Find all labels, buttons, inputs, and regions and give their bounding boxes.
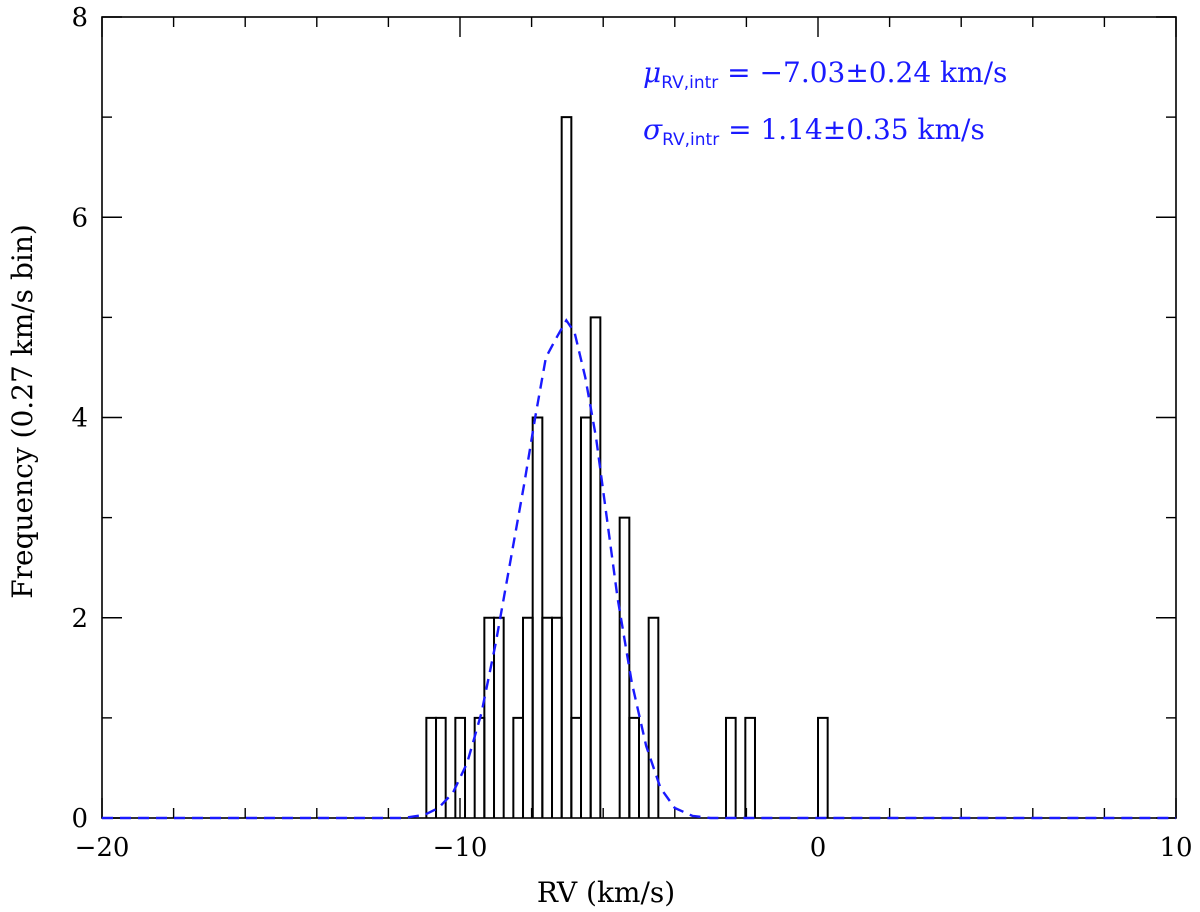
histogram-bar xyxy=(724,716,737,818)
histogram-bar xyxy=(628,716,640,818)
histogram-bar xyxy=(483,616,496,818)
y-tick-label: 8 xyxy=(71,3,88,33)
histogram-bar xyxy=(493,616,505,818)
histogram-bar xyxy=(817,716,829,818)
x-tick-label: 0 xyxy=(810,833,827,863)
histogram-bar xyxy=(618,516,631,818)
histogram-bar xyxy=(551,616,563,818)
y-tick-label: 6 xyxy=(71,203,88,233)
annotation-subscript: RV,intr xyxy=(661,73,718,93)
histogram-bar xyxy=(647,616,660,818)
fit-annotation: μRV,intr = −7.03±0.24 km/s xyxy=(643,56,1007,93)
y-tick-label: 2 xyxy=(71,604,88,634)
histogram-bar xyxy=(522,616,534,818)
histogram-bar xyxy=(425,716,438,818)
annotation-subscript: RV,intr xyxy=(662,130,719,150)
x-axis-title: RV (km/s) xyxy=(537,876,675,909)
annotation-symbol: σ xyxy=(643,113,663,146)
histogram-bar xyxy=(531,416,544,818)
annotation-value: = −7.03±0.24 km/s xyxy=(718,56,1007,89)
annotation-symbol: μ xyxy=(643,56,661,89)
histogram-bar xyxy=(541,616,554,818)
x-tick-label: −10 xyxy=(433,833,488,863)
histogram-bar xyxy=(589,316,602,818)
x-tick-label: −20 xyxy=(75,833,130,863)
fit-annotation: σRV,intr = 1.14±0.35 km/s xyxy=(643,113,985,150)
histogram-bar xyxy=(512,716,525,818)
y-tick-label: 4 xyxy=(71,404,88,434)
histogram-bar xyxy=(560,116,573,818)
annotation-value: = 1.14±0.35 km/s xyxy=(719,113,985,146)
histogram-bar xyxy=(580,416,592,818)
gaussian-fit-line xyxy=(102,318,1176,820)
histogram-bar xyxy=(744,716,756,818)
x-tick-label: 10 xyxy=(1159,833,1192,863)
plot-frame xyxy=(101,16,1177,819)
histogram-bar xyxy=(570,716,583,818)
y-axis-title: Frequency (0.27 km/s bin) xyxy=(6,224,39,599)
histogram-bar xyxy=(435,716,447,818)
y-tick-label: 0 xyxy=(71,804,88,834)
